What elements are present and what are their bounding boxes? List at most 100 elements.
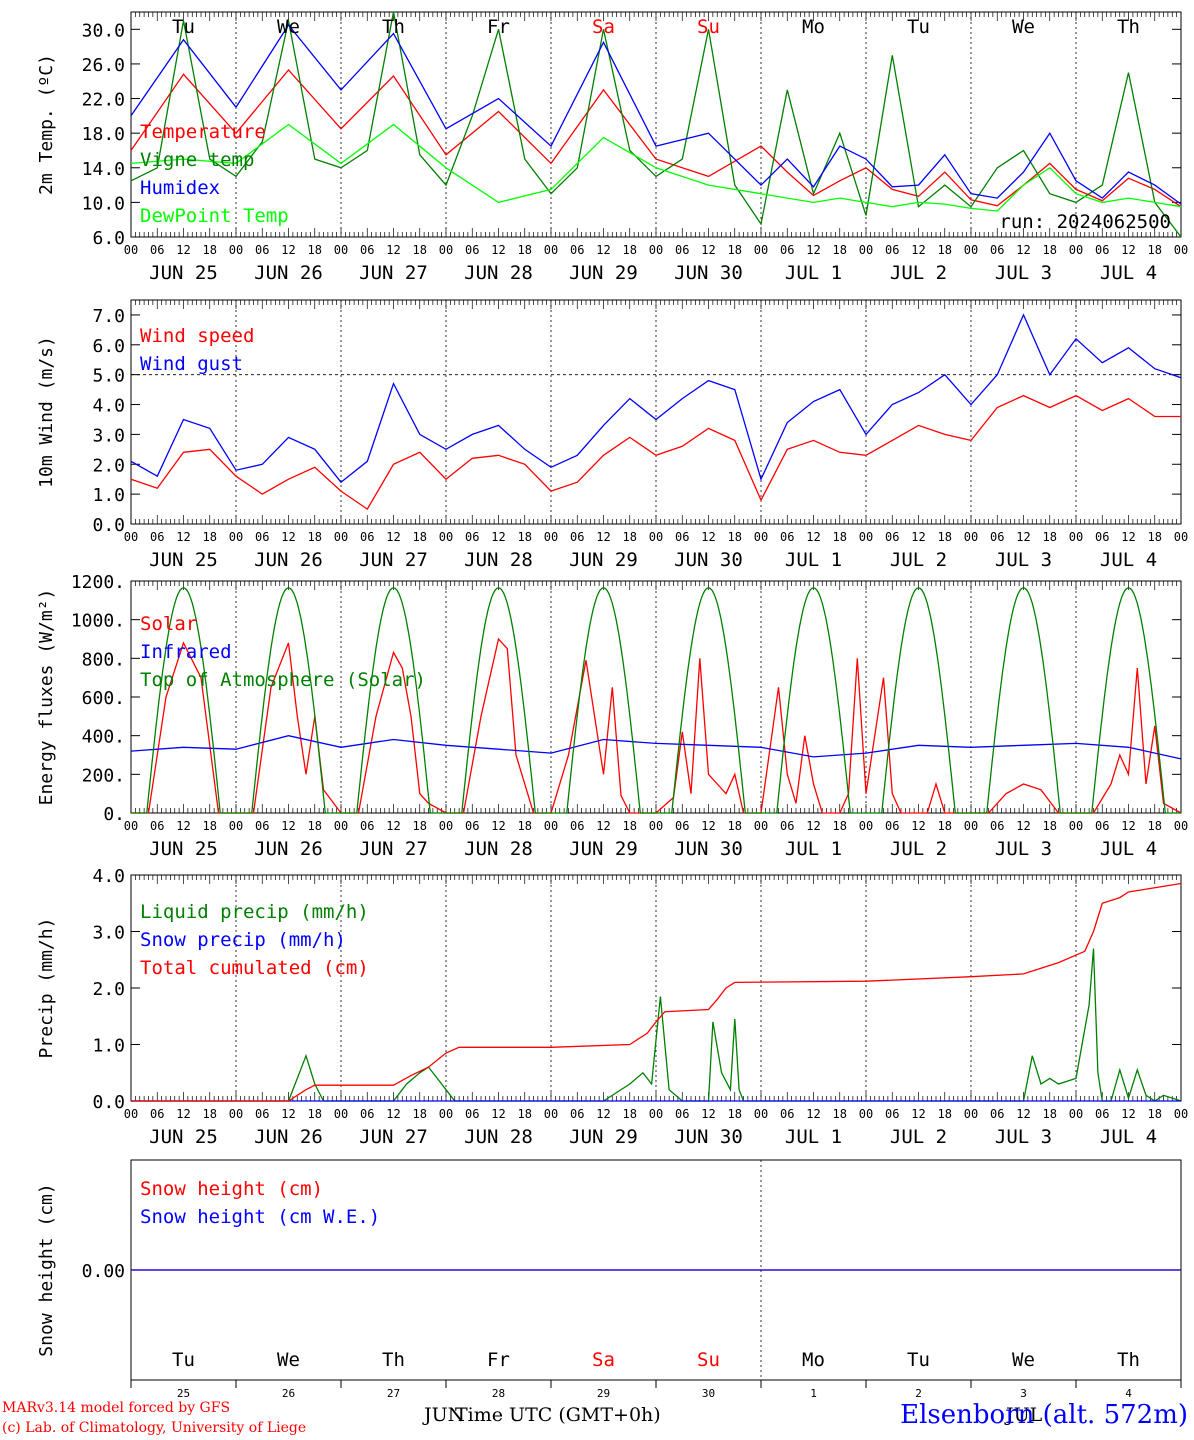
hour-tick-label: 18 [1043,1107,1057,1121]
hour-tick-label: 06 [255,243,269,257]
hour-tick-label: 00 [124,819,138,833]
series-line [131,637,1182,814]
series-line [130,11,1182,238]
hour-tick-label: 06 [255,530,269,544]
hour-tick-label: 06 [360,819,374,833]
hour-tick-label: 06 [675,530,689,544]
hour-tick-label: 06 [885,243,899,257]
y-tick-label: 4.0 [92,396,125,417]
hour-tick-label: 12 [806,1107,820,1121]
run-label: run: 2024062500 [999,211,1171,233]
hour-tick-label: 12 [701,530,715,544]
day-label: JUN 26 [254,838,323,860]
hour-tick-label: 12 [701,243,715,257]
hour-tick-label: 00 [1069,530,1083,544]
weekday-label: Fr [487,16,510,38]
y-tick-label: 6.0 [92,228,125,249]
hour-tick-label: 12 [806,530,820,544]
hour-tick-label: 00 [859,1107,873,1121]
series-line [130,69,1182,208]
panel-1: 00 06 12 18 00 06 12 18 00 06 12 18 00 06 12 18 00 06 12 18… [36,11,1188,284]
hour-tick-label: 06 [675,243,689,257]
y-tick-label: 10.0 [82,193,125,214]
weekday-label: We [1012,1349,1035,1371]
y-tick-label: 7.0 [92,306,125,327]
day-label: JUN 28 [464,838,533,860]
hour-tick-label: 18 [413,243,427,257]
hour-tick-label: 18 [1148,819,1162,833]
day-label: JUL 1 [785,1126,842,1148]
hour-tick-label: 12 [281,819,295,833]
hour-tick-label: 00 [124,530,138,544]
y-tick-label: 2.0 [92,455,125,476]
day-label: JUN 29 [569,549,638,571]
legend-entry: Total cumulated (cm) [140,957,369,979]
weekday-label: Su [697,1349,720,1371]
hour-tick-label: 12 [281,243,295,257]
series-line [130,23,1182,205]
hour-tick-label: 06 [570,530,584,544]
hour-tick-label: 00 [754,530,768,544]
hour-tick-label: 18 [518,243,532,257]
hour-tick-label: 00 [964,819,978,833]
hour-tick-label: 12 [386,1107,400,1121]
hour-tick-label: 06 [990,819,1004,833]
legend-entry: Infrared [140,641,232,663]
day-label: JUL 1 [785,262,842,284]
day-label: JUN 29 [569,262,638,284]
hour-tick-label: 06 [780,530,794,544]
hour-tick-label: 06 [570,243,584,257]
hour-tick-label: 06 [990,243,1004,257]
hour-tick-label: 18 [1148,530,1162,544]
day-label: JUN 28 [464,262,533,284]
weekday-label: Su [697,16,720,38]
hour-tick-label: 00 [649,243,663,257]
y-tick-label: 0. [103,804,125,825]
day-label: JUN 25 [149,549,218,571]
hour-tick-label: 00 [334,1107,348,1121]
hour-tick-label: 00 [859,530,873,544]
hour-tick-label: 18 [413,1107,427,1121]
y-tick-label: 0.00 [82,1261,125,1282]
series-line [130,735,1182,760]
hour-tick-label: 00 [229,1107,243,1121]
hour-tick-label: 06 [360,243,374,257]
series-line [130,123,1182,212]
hour-tick-label: 06 [570,819,584,833]
hour-tick-label: 18 [728,819,742,833]
day-label: JUL 2 [890,549,947,571]
day-label: JUN 25 [149,838,218,860]
weekday-label: Fr [487,1349,510,1371]
hour-tick-label: 12 [176,1107,190,1121]
weekday-label: Th [1117,1349,1140,1371]
y-axis-label: Precip (mm/h) [36,918,57,1059]
hour-tick-label: 06 [780,819,794,833]
day-label: JUN 30 [674,262,743,284]
panel-2: 00 06 12 18 00 06 12 18 00 06 12 18 00 06 12 18 00 06 12 18… [36,299,1188,571]
hour-tick-label: 18 [938,243,952,257]
hour-tick-label: 18 [938,530,952,544]
hour-tick-label: 12 [281,530,295,544]
day-label: JUL 2 [890,838,947,860]
legend-entry: Snow precip (mm/h) [140,929,346,951]
y-tick-label: 14.0 [82,159,125,180]
hour-tick-label: 18 [203,819,217,833]
hour-tick-label: 06 [1095,530,1109,544]
hour-tick-label: 00 [229,819,243,833]
hour-tick-label: 18 [623,243,637,257]
hour-tick-label: 06 [780,1107,794,1121]
weekday-label: We [277,1349,300,1371]
hour-tick-label: 06 [150,819,164,833]
y-tick-label: 800. [82,649,125,670]
weekday-label: Th [382,16,405,38]
hour-tick-label: 00 [334,243,348,257]
day-label: JUL 1 [785,549,842,571]
weekday-label: Mo [802,16,825,38]
hour-tick-label: 06 [360,1107,374,1121]
day-label: JUL 3 [995,262,1052,284]
hour-tick-label: 18 [833,530,847,544]
hour-tick-label: 12 [1016,243,1030,257]
day-number: 28 [492,1387,505,1400]
hour-tick-label: 00 [439,1107,453,1121]
day-label: JUN 27 [359,1126,428,1148]
